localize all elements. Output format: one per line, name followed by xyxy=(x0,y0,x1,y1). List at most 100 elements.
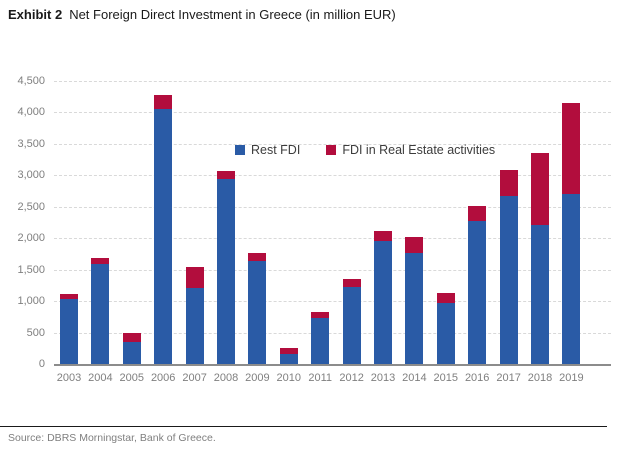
legend-item-real-estate: FDI in Real Estate activities xyxy=(326,143,495,157)
y-axis-tick-label: 0 xyxy=(38,358,45,370)
legend-label-rest-fdi: Rest FDI xyxy=(251,143,301,157)
bar-2006 xyxy=(154,95,173,364)
bar-2012 xyxy=(342,279,361,364)
x-axis-tick-label: 2018 xyxy=(527,372,553,384)
bar-segment-rest-fdi-2017 xyxy=(499,196,518,364)
bar-2009 xyxy=(248,253,267,364)
x-axis-tick-label: 2004 xyxy=(88,372,113,384)
bar-segment-real-estate-2005 xyxy=(122,332,141,342)
bar-segment-real-estate-2003 xyxy=(60,293,78,299)
bar-segment-rest-fdi-2018 xyxy=(531,225,549,364)
x-axis: 2003 2004 2005 2006 2007 2008 2009 2010 2011 2012… xyxy=(54,372,611,388)
bar-2004 xyxy=(91,258,110,364)
y-axis-tick-label: 1,000 xyxy=(17,295,45,308)
x-axis-tick-label: 2016 xyxy=(464,372,490,384)
rest-fdi-swatch-icon xyxy=(235,145,245,155)
x-axis-tick-label: 2005 xyxy=(119,372,145,384)
x-axis-tick-label: 2007 xyxy=(182,372,207,384)
gridline xyxy=(54,81,611,82)
y-axis-tick-label: 3,500 xyxy=(17,137,45,150)
x-axis-tick-label: 2014 xyxy=(402,372,427,384)
gridline xyxy=(54,269,611,271)
x-axis-tick-label: 2015 xyxy=(433,372,459,384)
legend-item-rest-fdi: Rest FDI xyxy=(235,143,300,157)
bar-2008 xyxy=(217,170,235,364)
bar-segment-rest-fdi-2009 xyxy=(248,260,267,364)
bar-segment-real-estate-2018 xyxy=(531,152,549,226)
bar-segment-real-estate-2014 xyxy=(405,236,424,253)
y-axis-tick-label: 4,500 xyxy=(17,75,45,87)
bar-segment-real-estate-2017 xyxy=(499,169,518,197)
bar-2018 xyxy=(531,152,549,364)
bar-2016 xyxy=(468,206,487,364)
fdi-stacked-bar-chart: 0 500 1,000 1,500 2,000 2,500 3,000 3,500 4,000 4… xyxy=(17,75,611,388)
bar-2017 xyxy=(499,169,518,364)
legend-label-real-estate: FDI in Real Estate activities xyxy=(342,143,496,157)
bar-segment-real-estate-2013 xyxy=(374,231,392,242)
bar-segment-real-estate-2011 xyxy=(311,312,330,319)
gridline xyxy=(54,238,611,240)
bar-segment-real-estate-2004 xyxy=(91,258,110,265)
bar-segment-real-estate-2016 xyxy=(468,206,487,222)
x-axis-tick-label: 2008 xyxy=(213,372,239,384)
bar-2005 xyxy=(122,332,141,364)
bar-segment-rest-fdi-2014 xyxy=(405,252,424,364)
bar-segment-rest-fdi-2015 xyxy=(436,303,455,364)
bar-segment-real-estate-2015 xyxy=(436,292,455,303)
x-axis-tick-label: 2012 xyxy=(339,372,364,384)
bar-segment-rest-fdi-2012 xyxy=(342,286,361,364)
y-axis-tick-label: 4,000 xyxy=(17,106,45,119)
bar-segment-real-estate-2012 xyxy=(342,279,361,287)
bar-segment-rest-fdi-2019 xyxy=(562,193,581,364)
x-axis-tick-label: 2010 xyxy=(276,372,302,384)
bar-2010 xyxy=(279,348,298,364)
gridline xyxy=(54,175,611,177)
x-axis-tick-label: 2009 xyxy=(245,372,270,384)
bar-segment-rest-fdi-2006 xyxy=(154,108,173,364)
exhibit-label: Exhibit 2 xyxy=(8,7,63,22)
bar-segment-rest-fdi-2008 xyxy=(217,179,235,364)
bar-2019 xyxy=(562,103,581,364)
x-axis-tick-label: 2003 xyxy=(56,372,82,384)
plot-area: Rest FDI FDI in Real Estate activities xyxy=(54,81,611,366)
x-axis-tick-label: 2006 xyxy=(150,372,176,384)
gridline xyxy=(54,301,611,303)
bar-segment-rest-fdi-2016 xyxy=(468,221,487,364)
bar-2014 xyxy=(405,236,424,364)
bar-2013 xyxy=(374,231,392,364)
bar-segment-rest-fdi-2003 xyxy=(60,298,78,364)
footer-divider xyxy=(0,426,607,427)
bar-segment-real-estate-2006 xyxy=(154,95,173,109)
bar-segment-rest-fdi-2005 xyxy=(122,342,141,364)
bar-segment-rest-fdi-2013 xyxy=(374,241,392,364)
y-axis-tick-label: 2,000 xyxy=(17,232,45,245)
gridline xyxy=(54,112,611,114)
y-axis-tick-label: 2,500 xyxy=(17,200,45,213)
bar-segment-rest-fdi-2007 xyxy=(185,287,204,364)
bar-segment-real-estate-2010 xyxy=(279,348,298,354)
bar-segment-rest-fdi-2004 xyxy=(91,264,110,364)
bar-segment-rest-fdi-2011 xyxy=(311,318,330,364)
gridline xyxy=(54,332,611,334)
bar-2003 xyxy=(60,293,78,364)
bar-segment-real-estate-2007 xyxy=(185,267,204,288)
bar-2015 xyxy=(436,292,455,364)
bar-segment-rest-fdi-2010 xyxy=(279,353,298,364)
bar-segment-real-estate-2008 xyxy=(217,170,235,180)
source-note: Source: DBRS Morningstar, Bank of Greece… xyxy=(8,432,216,444)
real-estate-swatch-icon xyxy=(326,145,337,155)
x-axis-tick-label: 2013 xyxy=(370,372,396,384)
bar-2007 xyxy=(185,267,204,364)
y-axis-tick-label: 3,000 xyxy=(17,169,45,182)
bar-segment-real-estate-2019 xyxy=(562,103,581,194)
bar-2011 xyxy=(311,312,330,364)
gridline xyxy=(54,206,611,208)
y-axis-tick-label: 500 xyxy=(26,326,45,339)
bar-segment-real-estate-2009 xyxy=(248,253,267,261)
x-axis-tick-label: 2017 xyxy=(496,372,521,384)
chart-legend: Rest FDI FDI in Real Estate activities xyxy=(235,143,495,157)
y-axis-tick-label: 1,500 xyxy=(17,263,45,276)
x-axis-tick-label: 2019 xyxy=(559,372,584,384)
gridline xyxy=(54,143,611,145)
chart-title-text: Net Foreign Direct Investment in Greece … xyxy=(69,7,396,22)
